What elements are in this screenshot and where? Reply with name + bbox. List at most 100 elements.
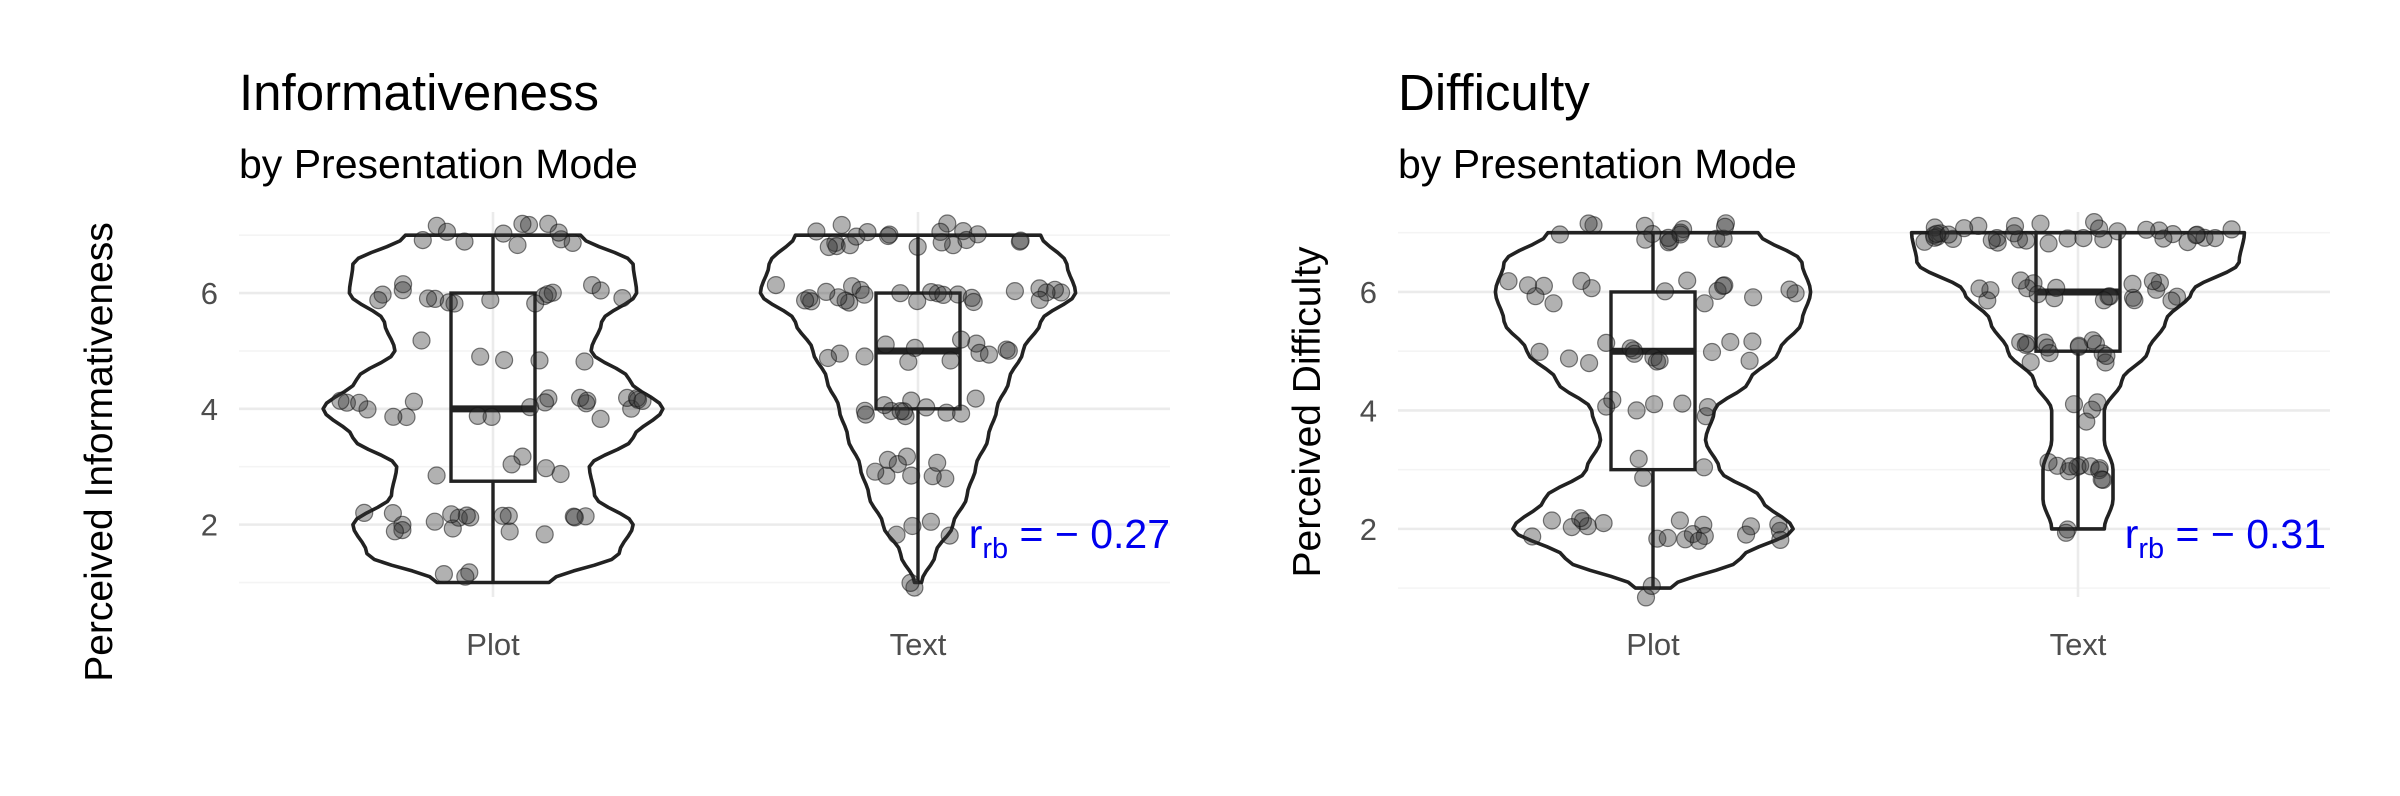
data-point (1715, 217, 1735, 236)
data-point (908, 292, 927, 311)
annotation-value: = − 0.27 (1008, 511, 1170, 557)
data-point (613, 289, 632, 308)
y-axis-label: Perceived Difficulty (1286, 246, 1329, 577)
data-point (2222, 220, 2241, 239)
data-point (1694, 458, 1714, 477)
data-point (519, 215, 539, 235)
data-point (1526, 287, 1545, 306)
data-point (943, 236, 963, 255)
data-point (2154, 229, 2173, 248)
data-point (2092, 470, 2111, 489)
data-point (1636, 230, 1655, 249)
data-point (393, 281, 412, 300)
data-point (1650, 351, 1669, 370)
data-point (1736, 525, 1756, 544)
data-point (876, 335, 895, 354)
data-point (1939, 225, 1958, 244)
y-tick-label: 6 (1360, 275, 1377, 310)
x-tick-label: Plot (466, 627, 520, 662)
panel-title: Informativeness (239, 64, 599, 121)
data-point (2077, 412, 2096, 431)
data-point (2061, 457, 2080, 476)
data-point (932, 233, 951, 252)
data-point (455, 232, 474, 251)
data-point (2150, 221, 2169, 240)
annotation-subscript: rb (982, 533, 1008, 565)
data-point (500, 522, 519, 541)
data-point (565, 508, 584, 527)
data-point (966, 389, 985, 408)
data-point (493, 506, 512, 525)
data-point (1713, 276, 1733, 295)
data-point (578, 391, 597, 410)
data-point (413, 231, 432, 250)
x-tick-label: Text (890, 627, 947, 662)
panel-title: Difficulty (1398, 64, 1590, 121)
data-point (878, 226, 898, 246)
data-point (2090, 219, 2109, 238)
data-point (1627, 401, 1646, 420)
x-tick-label: Text (2050, 627, 2107, 662)
data-point (858, 223, 877, 242)
data-point (902, 466, 921, 485)
data-point (937, 403, 956, 422)
data-point (817, 282, 836, 301)
data-point (1698, 398, 1718, 417)
data-point (941, 351, 960, 370)
data-point (866, 462, 885, 481)
data-point (2097, 346, 2116, 365)
data-point (633, 391, 652, 410)
data-point (1689, 531, 1708, 550)
data-point (418, 289, 438, 308)
data-point (802, 292, 821, 311)
violin-text (758, 233, 1078, 585)
data-point (437, 222, 457, 241)
data-point (331, 391, 350, 410)
data-point (1695, 294, 1714, 313)
data-point (2096, 353, 2115, 372)
correlation-annotation: rrb = − 0.27 (969, 511, 1170, 565)
y-tick-label: 4 (1360, 393, 1377, 428)
data-point (1695, 526, 1714, 546)
data-point (1597, 397, 1616, 416)
data-point (2064, 395, 2084, 414)
data-point (582, 276, 602, 295)
data-point (2011, 333, 2030, 352)
data-point (830, 344, 849, 363)
data-point (434, 564, 453, 584)
data-point (1970, 279, 1989, 298)
data-point (1530, 342, 1549, 361)
correlation-annotation: rrb = − 0.31 (2125, 511, 2326, 565)
data-point (875, 396, 894, 415)
y-tick-label: 2 (201, 508, 218, 543)
data-point (426, 289, 445, 308)
data-point (2125, 291, 2144, 310)
data-point (495, 351, 514, 370)
data-point (445, 294, 464, 313)
panel-subtitle: by Presentation Mode (239, 141, 638, 187)
data-point (957, 230, 976, 250)
data-point (856, 405, 875, 424)
annotation-symbol: r (2125, 511, 2139, 557)
data-point (427, 216, 446, 235)
data-point (442, 505, 461, 524)
data-point (526, 294, 545, 313)
data-point (397, 407, 416, 427)
data-point (1982, 231, 2001, 250)
data-point (1658, 528, 1677, 548)
data-point (1678, 271, 1697, 290)
data-point (891, 402, 910, 421)
data-point (393, 520, 412, 540)
data-point (1655, 282, 1675, 301)
y-tick-label: 4 (201, 392, 218, 427)
data-point (2081, 457, 2100, 476)
data-point (538, 285, 557, 304)
data-point (412, 331, 431, 350)
data-point (536, 459, 556, 478)
data-point (1030, 290, 1049, 309)
data-point (1499, 272, 1518, 291)
data-point (2163, 225, 2182, 244)
data-point (564, 507, 583, 526)
data-point (888, 455, 907, 474)
